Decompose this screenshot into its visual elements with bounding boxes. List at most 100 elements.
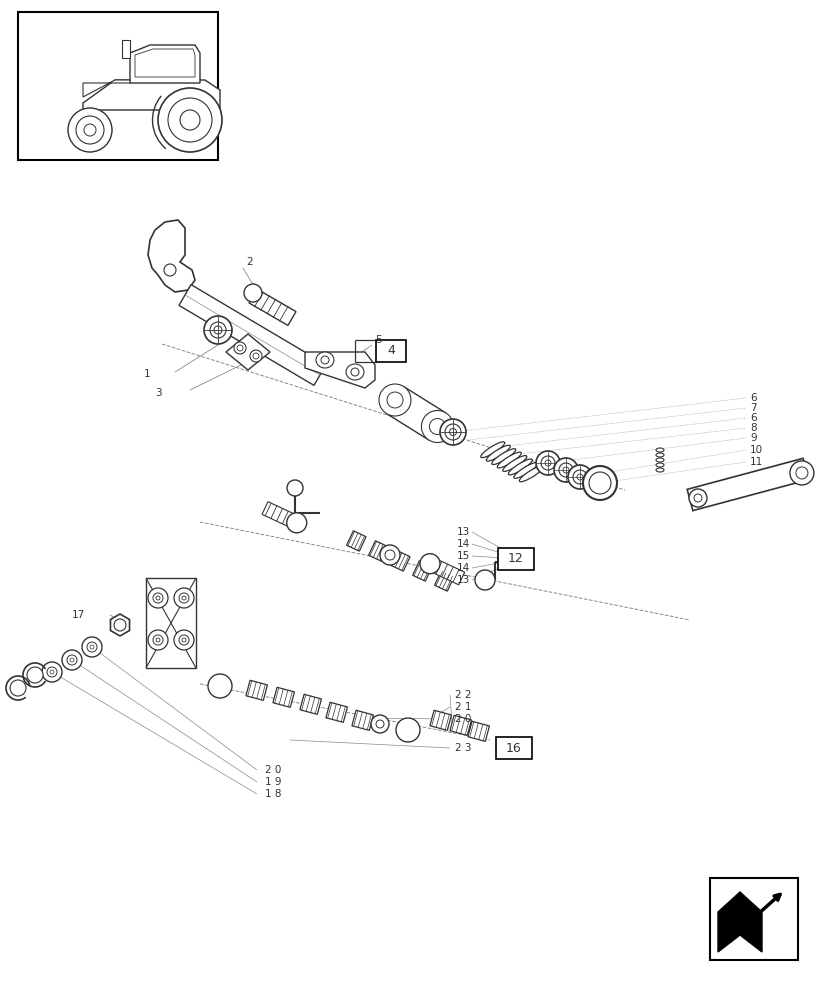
Polygon shape <box>686 458 808 511</box>
Ellipse shape <box>213 326 222 334</box>
Polygon shape <box>347 531 366 551</box>
Ellipse shape <box>203 316 232 344</box>
Text: 15: 15 <box>457 551 470 561</box>
Circle shape <box>693 494 701 502</box>
Text: 7: 7 <box>749 403 756 413</box>
Polygon shape <box>299 694 321 714</box>
Ellipse shape <box>351 368 359 376</box>
Ellipse shape <box>485 445 509 461</box>
Circle shape <box>10 680 26 696</box>
Ellipse shape <box>375 720 384 728</box>
Ellipse shape <box>148 588 168 608</box>
Ellipse shape <box>42 662 62 682</box>
Ellipse shape <box>540 456 554 470</box>
Bar <box>497 548 533 570</box>
Polygon shape <box>351 710 373 730</box>
Ellipse shape <box>370 715 389 733</box>
Ellipse shape <box>429 418 445 434</box>
Bar <box>122 40 130 58</box>
Bar <box>495 737 532 759</box>
Polygon shape <box>390 551 409 571</box>
Ellipse shape <box>508 459 532 475</box>
Circle shape <box>27 667 43 683</box>
Polygon shape <box>179 285 326 385</box>
Ellipse shape <box>210 322 226 338</box>
Ellipse shape <box>155 638 160 642</box>
Circle shape <box>168 98 212 142</box>
Ellipse shape <box>567 465 591 489</box>
Text: 2 3: 2 3 <box>455 743 471 753</box>
Text: 13: 13 <box>457 527 470 537</box>
Ellipse shape <box>558 463 572 477</box>
Text: 6: 6 <box>749 413 756 423</box>
Ellipse shape <box>155 596 160 600</box>
Bar <box>375 340 405 362</box>
Text: 5: 5 <box>375 335 381 345</box>
Polygon shape <box>249 289 295 325</box>
Circle shape <box>158 88 222 152</box>
Ellipse shape <box>253 353 259 359</box>
Polygon shape <box>368 541 388 561</box>
Text: 2 0: 2 0 <box>265 765 281 775</box>
Polygon shape <box>449 715 471 735</box>
Circle shape <box>114 619 126 631</box>
Ellipse shape <box>655 468 663 472</box>
Text: 14: 14 <box>457 539 470 549</box>
Ellipse shape <box>421 410 453 442</box>
Circle shape <box>395 718 419 742</box>
Text: 4: 4 <box>386 344 394 358</box>
Ellipse shape <box>316 352 333 368</box>
Ellipse shape <box>502 456 526 471</box>
Circle shape <box>475 570 495 590</box>
Ellipse shape <box>444 424 461 440</box>
Circle shape <box>76 116 104 144</box>
Polygon shape <box>427 557 464 585</box>
Text: 9: 9 <box>749 433 756 443</box>
Ellipse shape <box>449 428 456 436</box>
Polygon shape <box>148 220 195 292</box>
Ellipse shape <box>514 462 538 478</box>
Ellipse shape <box>174 630 194 650</box>
Polygon shape <box>130 45 200 83</box>
Ellipse shape <box>519 466 543 482</box>
Text: 11: 11 <box>749 457 762 467</box>
Ellipse shape <box>380 545 399 565</box>
Text: 17: 17 <box>72 610 85 620</box>
Polygon shape <box>412 561 432 581</box>
Ellipse shape <box>148 630 168 650</box>
Text: 1 8: 1 8 <box>265 789 281 799</box>
Ellipse shape <box>655 458 663 462</box>
Bar <box>146 578 196 668</box>
Ellipse shape <box>174 588 194 608</box>
Circle shape <box>287 480 303 496</box>
Circle shape <box>84 124 96 136</box>
Polygon shape <box>273 687 294 707</box>
Circle shape <box>208 674 232 698</box>
Ellipse shape <box>50 670 54 674</box>
Ellipse shape <box>655 448 663 452</box>
Circle shape <box>419 554 439 574</box>
Circle shape <box>795 467 807 479</box>
Circle shape <box>244 284 261 302</box>
Text: 14: 14 <box>457 563 470 573</box>
Polygon shape <box>717 892 761 952</box>
Ellipse shape <box>480 442 504 458</box>
Ellipse shape <box>153 593 163 603</box>
Ellipse shape <box>47 667 57 677</box>
Ellipse shape <box>182 638 186 642</box>
Circle shape <box>286 513 306 533</box>
Text: 1 9: 1 9 <box>265 777 281 787</box>
Circle shape <box>164 264 176 276</box>
Text: 1: 1 <box>143 369 150 379</box>
Text: 8: 8 <box>749 423 756 433</box>
Polygon shape <box>246 680 267 700</box>
Ellipse shape <box>535 451 559 475</box>
Ellipse shape <box>562 467 568 473</box>
Ellipse shape <box>385 550 394 560</box>
Ellipse shape <box>655 453 663 457</box>
Ellipse shape <box>234 342 246 354</box>
Polygon shape <box>434 571 453 591</box>
Ellipse shape <box>553 458 577 482</box>
Ellipse shape <box>67 655 77 665</box>
Polygon shape <box>429 710 451 730</box>
